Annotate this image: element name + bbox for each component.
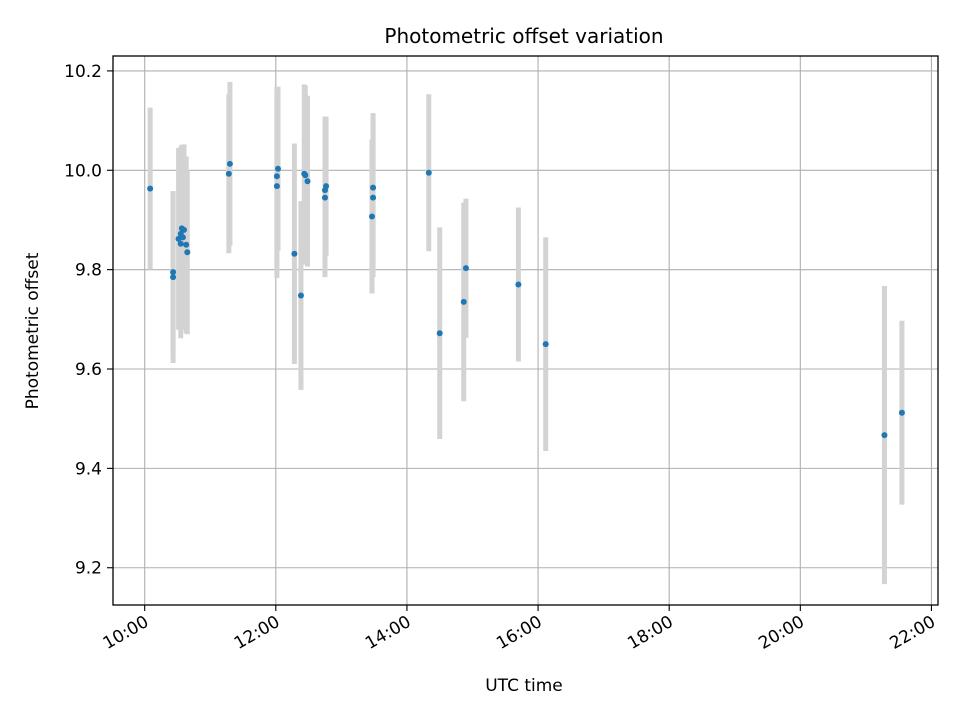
data-point xyxy=(881,432,888,439)
y-tick-label: 9.8 xyxy=(75,261,102,281)
data-points xyxy=(147,160,905,439)
data-point xyxy=(302,172,309,179)
plot-area-frame xyxy=(112,55,939,606)
data-point xyxy=(370,184,377,191)
data-point xyxy=(542,341,549,348)
data-point xyxy=(462,265,469,272)
chart-title: Photometric offset variation xyxy=(384,24,663,48)
data-point xyxy=(273,183,280,190)
data-point xyxy=(368,213,375,220)
data-point xyxy=(170,269,177,276)
data-point xyxy=(226,160,233,167)
data-point xyxy=(181,226,188,233)
y-tick-label: 10.2 xyxy=(64,62,102,82)
grid xyxy=(113,56,938,605)
x-axis-label: UTC time xyxy=(485,676,563,696)
data-point xyxy=(425,169,432,176)
data-point xyxy=(170,274,177,281)
data-point xyxy=(291,250,298,257)
data-point xyxy=(177,240,184,247)
data-point xyxy=(323,183,330,190)
data-point xyxy=(304,178,311,185)
data-point xyxy=(898,409,905,416)
data-point xyxy=(183,241,190,248)
data-point xyxy=(179,234,186,241)
data-point xyxy=(273,173,280,180)
data-point xyxy=(460,298,467,305)
data-point xyxy=(370,194,377,201)
y-axis-label: Photometric offset xyxy=(23,252,43,409)
y-tick-label: 9.4 xyxy=(75,459,102,479)
data-point xyxy=(275,165,281,172)
y-tick-label: 9.6 xyxy=(75,360,102,380)
data-point xyxy=(321,194,328,201)
data-point xyxy=(225,170,232,177)
data-point xyxy=(147,185,154,192)
data-point xyxy=(436,330,443,337)
y-tick-label: 10.0 xyxy=(64,161,102,181)
y-axis-ticks: 9.2 9.4 9.6 9.8 10.0 10.2 xyxy=(64,62,113,579)
y-tick-label: 9.2 xyxy=(75,559,102,579)
data-point xyxy=(515,281,522,288)
data-point xyxy=(297,292,304,299)
data-point xyxy=(184,249,191,256)
